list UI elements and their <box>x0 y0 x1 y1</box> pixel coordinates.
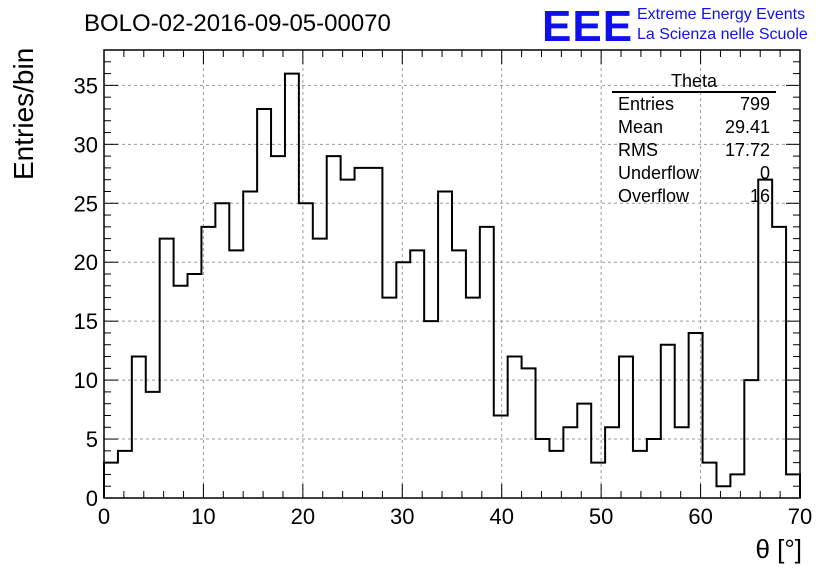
stats-value: 29.41 <box>724 117 770 137</box>
histogram-bin <box>396 262 410 498</box>
histogram-bin <box>327 156 341 498</box>
stats-value: 0 <box>759 163 770 183</box>
stats-row-rms: RMS 17.72 <box>612 139 776 162</box>
histogram-bin <box>758 180 772 498</box>
stats-title: Theta <box>612 71 776 93</box>
histogram-bin <box>104 463 118 498</box>
logo-caption: Extreme Energy Events La Scienza nelle S… <box>637 5 808 45</box>
histogram-bin <box>118 451 132 498</box>
histogram-line <box>103 72 801 498</box>
histogram-step-line <box>103 72 801 498</box>
histogram-bin <box>730 474 744 498</box>
logo-line-1: Extreme Energy Events <box>637 6 806 23</box>
histogram-bin <box>494 415 508 498</box>
histogram-bin <box>174 286 188 498</box>
stats-label: Underflow <box>618 163 700 183</box>
histogram-bin <box>368 168 382 498</box>
y-tick-label: 25 <box>74 191 98 216</box>
stats-value: 799 <box>739 94 770 114</box>
y-tick-label: 5 <box>86 427 98 452</box>
logo-line-2: La Scienza nelle Scuole <box>637 26 808 43</box>
histogram-bin <box>647 439 661 498</box>
histogram-bin <box>438 191 452 498</box>
eee-logo: EEE <box>542 2 634 51</box>
histogram-bin <box>229 250 243 498</box>
stats-row-entries: Entries 799 <box>612 93 776 116</box>
histogram-bin <box>299 203 313 498</box>
histogram-bin <box>243 191 257 498</box>
stats-label: Overflow <box>618 186 690 206</box>
histogram-bin <box>410 250 424 498</box>
histogram-bin <box>605 427 619 498</box>
histogram-bin <box>132 357 146 498</box>
histogram-bin <box>661 345 675 498</box>
histogram-bin <box>536 439 550 498</box>
histogram-bin <box>577 404 591 498</box>
y-tick-label: 15 <box>74 309 98 334</box>
histogram-bin <box>549 451 563 498</box>
histogram-bin <box>201 227 215 498</box>
x-tick-label: 60 <box>688 504 712 529</box>
stats-value: 16 <box>749 186 770 206</box>
x-tick-label: 50 <box>589 504 613 529</box>
stats-row-overflow: Overflow 16 <box>612 185 776 208</box>
x-tick-label: 20 <box>291 504 315 529</box>
histogram-bin <box>341 180 355 498</box>
histogram-bin <box>689 333 703 498</box>
histogram-bin <box>424 321 438 498</box>
y-tick-label: 35 <box>74 73 98 98</box>
histogram-bin <box>563 427 577 498</box>
histogram-bin <box>633 451 647 498</box>
histogram-bin <box>146 392 160 498</box>
histogram-bin <box>452 250 466 498</box>
y-tick-label: 30 <box>74 132 98 157</box>
histogram-bin <box>480 227 494 498</box>
tick-labels: 0 10 20 30 40 50 60 70 0 5 10 15 20 25 30 35 <box>74 73 813 529</box>
stats-value: 17.72 <box>724 140 770 160</box>
histogram-bin <box>703 463 717 498</box>
axis-ticks <box>103 49 801 499</box>
histogram-bin <box>744 380 758 498</box>
histogram-bin <box>285 74 299 498</box>
histogram-bin <box>675 427 689 498</box>
y-tick-label: 20 <box>74 250 98 275</box>
histogram-bin <box>271 156 285 498</box>
histogram-bin <box>508 357 522 498</box>
y-tick-label: 10 <box>74 368 98 393</box>
histogram-bin <box>522 368 536 498</box>
x-axis-label: θ [°] <box>755 534 802 564</box>
stats-box: Theta Entries 799 Mean 29.41 RMS 17.72 U… <box>612 71 776 208</box>
histogram-bin <box>355 168 369 498</box>
histogram-bin <box>591 463 605 498</box>
y-tick-label: 0 <box>86 486 98 511</box>
histogram-bin <box>466 298 480 498</box>
x-tick-label: 40 <box>489 504 513 529</box>
stats-label: Entries <box>618 94 675 114</box>
histogram-bin <box>716 486 730 498</box>
x-tick-label: 10 <box>191 504 215 529</box>
histogram-bin <box>313 239 327 498</box>
stats-row-mean: Mean 29.41 <box>612 116 776 139</box>
histogram-bin <box>188 274 202 498</box>
stats-label: RMS <box>618 140 658 160</box>
stats-row-underflow: Underflow 0 <box>612 162 776 185</box>
histogram-bin <box>160 239 174 498</box>
x-tick-label: 30 <box>390 504 414 529</box>
y-axis-label: Entries/bin <box>8 47 39 180</box>
histogram-bin <box>257 109 271 498</box>
x-tick-label: 0 <box>98 504 110 529</box>
stats-label: Mean <box>618 117 664 137</box>
histogram-bin <box>772 227 786 498</box>
histogram-bin <box>382 298 396 498</box>
histogram-bin <box>619 357 633 498</box>
histogram-bin <box>215 203 229 498</box>
x-tick-label: 70 <box>788 504 812 529</box>
chart-title: BOLO-02-2016-09-05-00070 <box>84 10 391 37</box>
